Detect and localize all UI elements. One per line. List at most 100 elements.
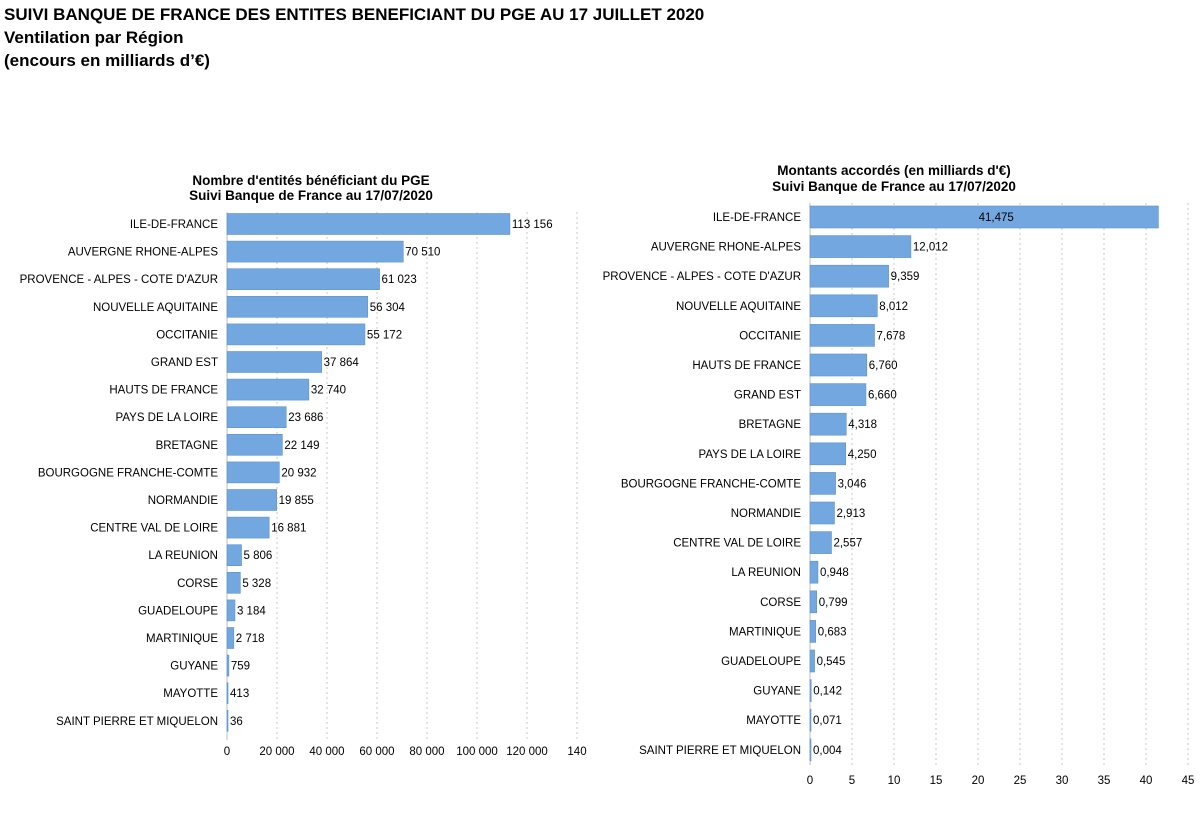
data-label: 41,475 (979, 212, 1014, 224)
bar (809, 649, 815, 673)
data-label: 23 686 (288, 412, 323, 424)
category-label: MAYOTTE (163, 688, 218, 700)
x-tick-label: 60 000 (359, 746, 394, 758)
data-label: 113 156 (512, 219, 553, 231)
category-label: SAINT PIERRE ET MIQUELON (639, 745, 801, 757)
category-label: CORSE (177, 578, 218, 590)
bar (226, 599, 236, 622)
data-label: 0,004 (813, 745, 842, 757)
category-label: CENTRE VAL DE LOIRE (90, 523, 218, 535)
category-label: PROVENCE - ALPES - COTE D'AZUR (603, 271, 801, 283)
page-subtitle: Ventilation par Région (4, 28, 184, 47)
bar (226, 295, 369, 318)
category-label: AUVERGNE RHONE-ALPES (651, 242, 802, 254)
data-label: 22 149 (284, 440, 319, 452)
data-label: 37 864 (324, 357, 360, 369)
chart-title: Montants accordés (en milliards d'€) (777, 163, 1011, 178)
bar (226, 709, 229, 732)
bar (809, 205, 1159, 229)
data-label: 61 023 (382, 274, 417, 286)
data-label: 3 184 (237, 605, 266, 617)
bar (226, 406, 287, 429)
x-tick-label: 20 (972, 775, 985, 787)
bar (226, 544, 242, 567)
bar (809, 353, 868, 377)
category-label: MAYOTTE (746, 715, 801, 727)
category-label: AUVERGNE RHONE-ALPES (68, 247, 219, 259)
data-label: 6,660 (868, 390, 897, 402)
bar (226, 351, 322, 373)
category-label: OCCITANIE (156, 329, 218, 341)
data-label: 2,557 (833, 538, 862, 550)
chart-title: Nombre d'entités bénéficiant du PGE (192, 173, 429, 188)
data-label: 19 855 (279, 495, 314, 507)
bar (226, 489, 277, 511)
category-label: MARTINIQUE (146, 633, 218, 645)
data-label: 2 718 (236, 633, 265, 645)
category-label: ILE-DE-FRANCE (713, 212, 802, 224)
bar (226, 571, 241, 594)
x-tick-label: 0 (224, 746, 230, 758)
category-label: GUADELOUPE (721, 656, 801, 668)
category-label: GRAND EST (151, 357, 218, 369)
data-label: 0,142 (813, 686, 842, 698)
category-label: GUYANE (170, 661, 218, 673)
bar (809, 738, 812, 762)
data-label: 0,545 (817, 656, 846, 668)
category-label: OCCITANIE (739, 330, 801, 342)
data-label: 16 881 (271, 523, 306, 535)
bar (226, 240, 404, 263)
category-label: PAYS DE LA LOIRE (699, 449, 802, 461)
bar (226, 461, 280, 484)
bar (226, 682, 229, 705)
bar (809, 620, 817, 643)
category-label: BOURGOGNE FRANCHE-COMTE (38, 467, 219, 479)
data-label: 55 172 (367, 329, 402, 341)
category-label: GRAND EST (734, 390, 801, 402)
data-label: 8,012 (879, 301, 908, 313)
bar (809, 531, 832, 554)
bar (809, 590, 818, 614)
data-label: 3,046 (838, 478, 867, 490)
category-label: GUADELOUPE (138, 605, 218, 617)
bar (226, 378, 310, 401)
data-label: 6,760 (869, 360, 898, 372)
data-label: 413 (230, 688, 249, 700)
bar (809, 708, 812, 732)
x-tick-label: 40 000 (309, 746, 344, 758)
category-label: SAINT PIERRE ET MIQUELON (56, 716, 218, 728)
bar (226, 627, 235, 649)
data-label: 0,948 (820, 567, 849, 579)
bar (809, 383, 867, 406)
category-label: CENTRE VAL DE LOIRE (673, 538, 801, 550)
category-label: ILE-DE-FRANCE (130, 219, 219, 231)
x-tick-label: 120 000 (506, 746, 548, 758)
category-label: CORSE (760, 597, 801, 609)
x-tick-label: 80 000 (409, 746, 444, 758)
category-label: GUYANE (753, 686, 801, 698)
chart-entities-count: Nombre d'entités bénéficiant du PGESuivi… (20, 173, 587, 758)
data-label: 4,318 (848, 419, 877, 431)
data-label: 2,913 (836, 508, 865, 520)
data-label: 56 304 (370, 302, 406, 314)
category-label: NOUVELLE AQUITAINE (676, 301, 801, 313)
category-label: BRETAGNE (739, 419, 802, 431)
data-label: 70 510 (405, 247, 440, 259)
category-label: LA REUNION (731, 567, 801, 579)
x-tick-label: 10 (888, 775, 901, 787)
bar (809, 324, 875, 347)
chart-subtitle: Suivi Banque de France au 17/07/2020 (772, 179, 1016, 194)
category-label: BRETAGNE (156, 440, 219, 452)
category-label: HAUTS DE FRANCE (109, 385, 218, 397)
bar (226, 323, 366, 346)
bar (809, 472, 836, 495)
x-tick-label: 40 (1140, 775, 1153, 787)
category-label: HAUTS DE FRANCE (692, 360, 801, 372)
x-tick-label: 35 (1098, 775, 1111, 787)
data-label: 5 328 (242, 578, 271, 590)
data-label: 0,071 (813, 715, 842, 727)
x-tick-label: 45 (1182, 775, 1195, 787)
data-label: 4,250 (848, 449, 877, 461)
bar (226, 516, 270, 539)
